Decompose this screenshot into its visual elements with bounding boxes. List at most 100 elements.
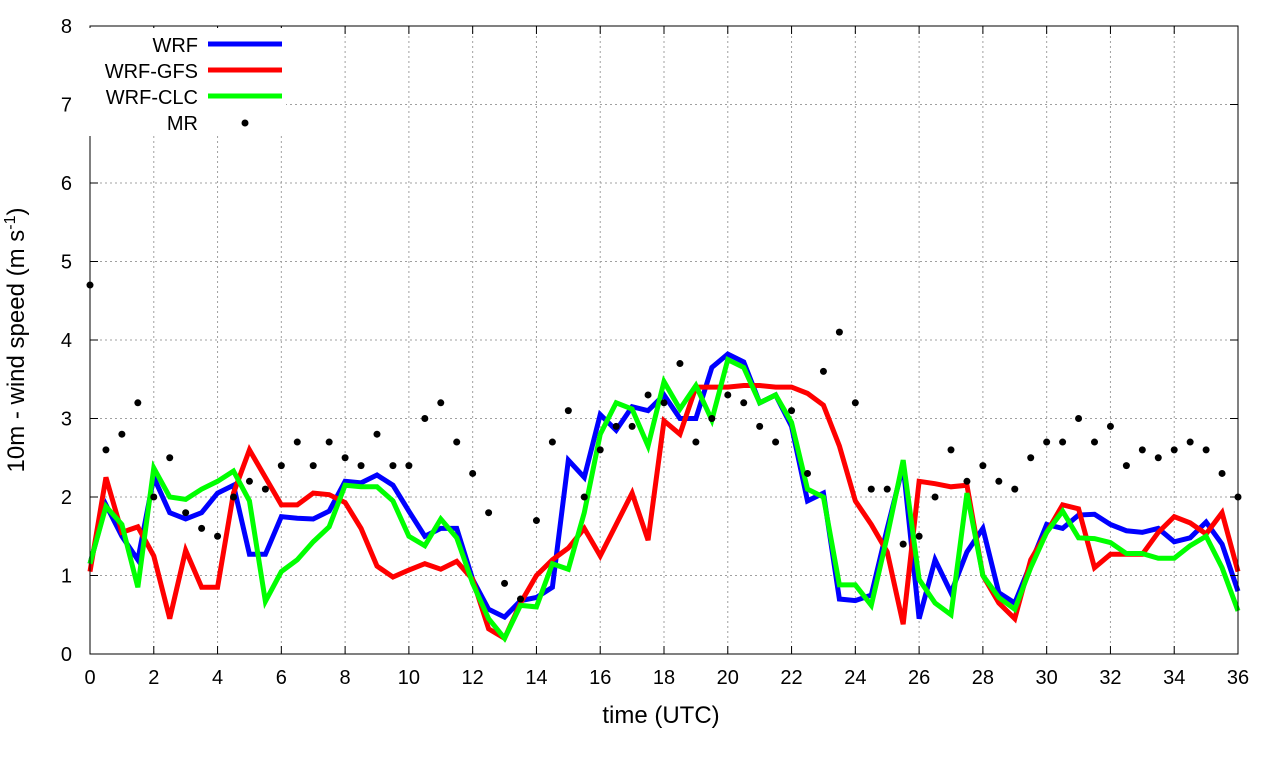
mr-point: [1186, 438, 1194, 446]
mr-point: [1027, 454, 1035, 462]
x-tick-label: 32: [1099, 667, 1121, 689]
mr-point: [835, 328, 843, 336]
x-tick-label: 18: [653, 667, 675, 689]
mr-point: [1138, 446, 1146, 454]
mr-point: [134, 399, 142, 407]
x-tick-label: 34: [1163, 667, 1185, 689]
mr-point: [788, 407, 796, 415]
mr-point: [692, 438, 700, 446]
y-axis-label-main: 10m - wind speed (m s: [3, 230, 30, 473]
y-axis-label: 10m - wind speed (m s-1): [2, 208, 30, 473]
mr-point: [772, 438, 780, 446]
mr-point: [596, 446, 604, 454]
y-tick-label: 3: [61, 409, 72, 431]
x-tick-label: 6: [276, 667, 287, 689]
mr-point: [182, 509, 190, 517]
mr-point: [293, 438, 301, 446]
mr-point: [1043, 438, 1051, 446]
mr-point: [979, 462, 987, 470]
legend-label: MR: [167, 113, 198, 135]
y-axis-label-tail: ): [3, 208, 30, 216]
mr-point: [261, 485, 269, 493]
mr-point: [118, 430, 126, 438]
mr-point: [357, 462, 365, 470]
y-tick-label: 0: [61, 644, 72, 666]
mr-point: [644, 391, 652, 399]
mr-point: [373, 430, 381, 438]
mr-point: [676, 360, 684, 368]
x-tick-label: 12: [462, 667, 484, 689]
mr-point: [819, 367, 827, 375]
mr-point: [532, 517, 540, 525]
mr-point: [1122, 462, 1130, 470]
legend: WRF WRF-GFS WRF-CLC MR: [86, 28, 286, 136]
x-tick-label: 8: [340, 667, 351, 689]
mr-point: [102, 446, 110, 454]
y-tick-label: 1: [61, 566, 72, 588]
mr-point: [309, 462, 317, 470]
mr-point: [564, 407, 572, 415]
series-wrf: [87, 351, 1241, 621]
mr-point: [214, 532, 222, 540]
y-axis-label-sup: -1: [2, 215, 19, 229]
mr-point: [867, 485, 875, 493]
x-tick-label: 20: [717, 667, 739, 689]
y-tick-label: 8: [61, 16, 72, 38]
mr-point: [580, 493, 588, 501]
mr-point: [1170, 446, 1178, 454]
legend-label: WRF: [152, 35, 198, 57]
mr-point: [150, 493, 158, 501]
y-tick-label: 4: [61, 330, 72, 352]
mr-point: [628, 422, 636, 430]
x-tick-label: 24: [844, 667, 866, 689]
mr-point: [883, 485, 891, 493]
mr-point: [660, 399, 668, 407]
x-tick-label: 28: [972, 667, 994, 689]
series-layer: [86, 281, 1242, 643]
mr-point: [915, 532, 923, 540]
mr-point: [548, 438, 556, 446]
x-tick-label: 36: [1227, 667, 1249, 689]
mr-point: [756, 422, 764, 430]
y-tick-label: 6: [61, 173, 72, 195]
mr-point: [612, 422, 620, 430]
x-tick-label: 4: [212, 667, 223, 689]
x-tick-label: 0: [84, 667, 95, 689]
x-tick-label: 2: [148, 667, 159, 689]
mr-point: [1091, 438, 1098, 446]
series-mr: [86, 281, 1242, 603]
mr-point: [851, 399, 859, 407]
mr-point: [277, 462, 285, 470]
y-tick-label: 2: [61, 487, 72, 509]
mr-point: [1075, 415, 1083, 422]
mr-point: [947, 446, 955, 454]
mr-point: [245, 477, 253, 485]
mr-point: [325, 438, 333, 446]
mr-point: [517, 595, 524, 603]
mr-point: [963, 477, 971, 485]
mr-point: [1059, 438, 1067, 446]
x-axis-label: time (UTC): [602, 702, 719, 729]
series-line-wrf-clc: [87, 356, 1241, 643]
x-tick-label: 26: [908, 667, 930, 689]
mr-point: [485, 509, 493, 517]
mr-point: [421, 415, 429, 422]
x-tick-label: 10: [398, 667, 420, 689]
mr-point: [501, 579, 509, 587]
mr-point: [1202, 446, 1210, 454]
x-tick-label: 14: [525, 667, 547, 689]
mr-point: [341, 454, 349, 462]
mr-point: [804, 469, 811, 477]
x-tick-label: 16: [589, 667, 611, 689]
x-tick-label: 30: [1036, 667, 1058, 689]
mr-point: [899, 540, 907, 548]
mr-point: [166, 454, 174, 462]
mr-point: [230, 493, 237, 501]
legend-label: WRF-GFS: [105, 61, 198, 83]
mr-point: [405, 462, 413, 470]
y-tick-label: 7: [61, 95, 72, 117]
mr-point: [708, 415, 716, 422]
mr-point: [931, 493, 939, 501]
mr-point: [469, 469, 477, 477]
